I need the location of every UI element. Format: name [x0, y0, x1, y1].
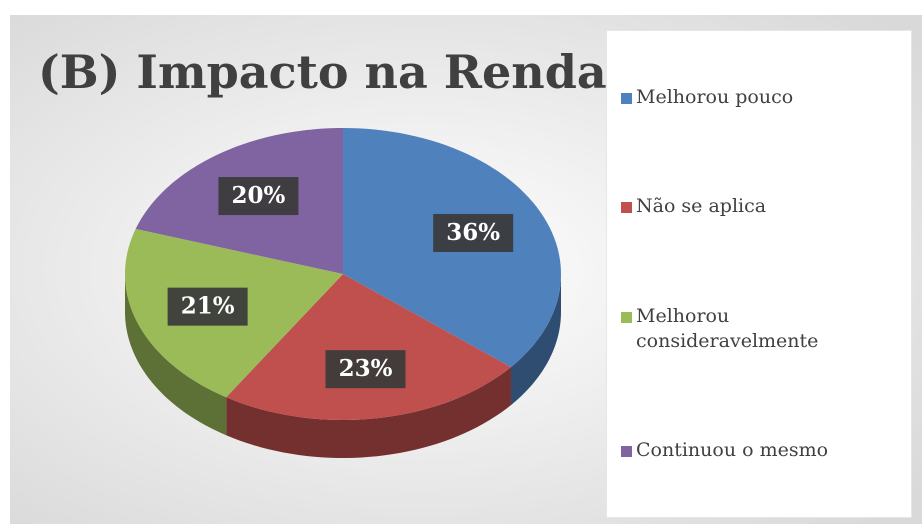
legend-label: Continuou o mesmo: [636, 438, 829, 461]
legend-item: Não se aplica: [621, 194, 911, 219]
data-label: 21%: [181, 293, 235, 320]
legend: Melhorou pouco Não se aplica Melhorou cons…: [606, 30, 912, 518]
data-label: 23%: [339, 355, 393, 382]
legend-swatch: [621, 93, 632, 105]
slice-side: [510, 274, 561, 406]
data-label-box: [433, 213, 514, 252]
legend-swatch: [621, 445, 632, 457]
legend-label: Melhorou pouco: [636, 86, 794, 109]
legend-label: Não se aplica: [636, 195, 767, 218]
legend-swatch: [621, 311, 632, 323]
legend-swatch: [621, 202, 632, 214]
legend-item: Melhorou pouco: [621, 85, 911, 110]
data-label: 20%: [231, 182, 285, 209]
legend-item: Melhorou consideravelmente: [621, 304, 911, 354]
data-label-box: [218, 177, 299, 216]
chart-title: (B) Impacto na Renda: [38, 45, 607, 99]
legend-label: Melhorou consideravelmente: [636, 304, 819, 352]
data-label-box: [167, 287, 248, 326]
pie: 36% 23% 21% 20%: [125, 128, 561, 458]
slice-side: [226, 367, 511, 458]
slice: [226, 274, 511, 420]
legend-item: Continuou o mesmo: [621, 438, 911, 463]
data-label: 36%: [446, 219, 500, 246]
data-label-box: [325, 350, 406, 389]
slice-side: [125, 274, 227, 436]
